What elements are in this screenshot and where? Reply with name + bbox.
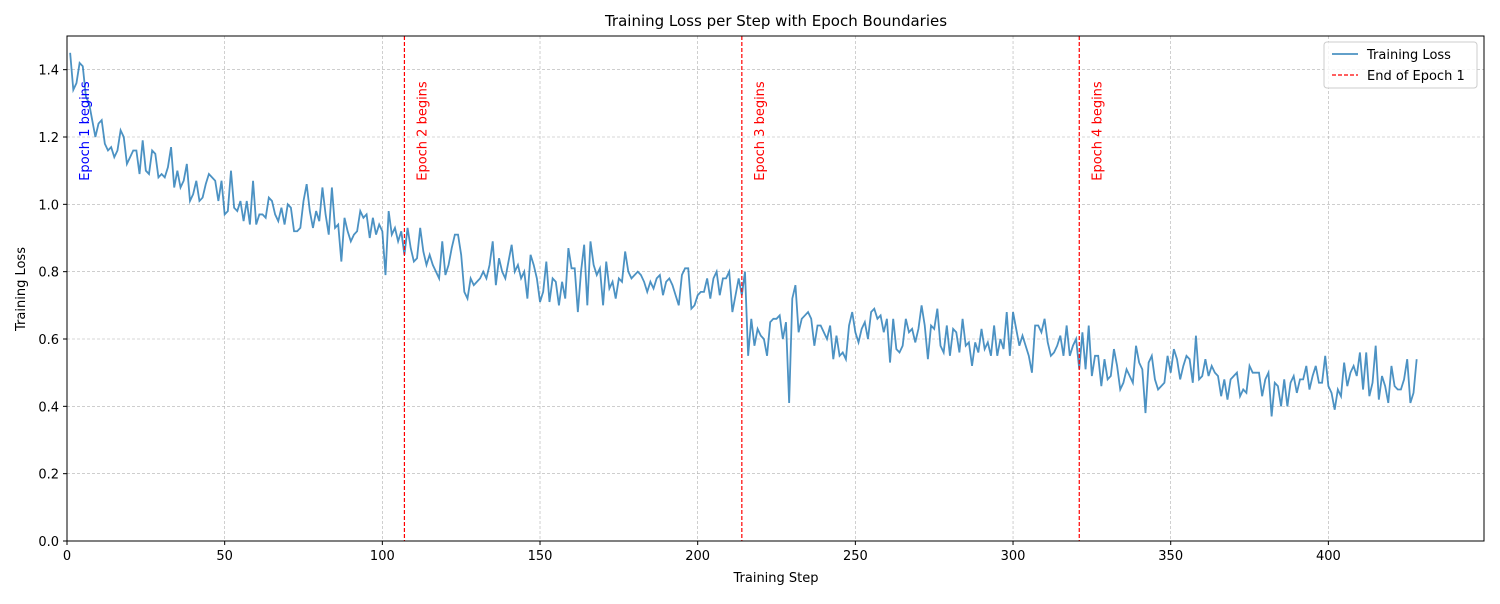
plot-frame — [66, 35, 1485, 542]
y-tick-label: 0.2 — [38, 468, 59, 483]
y-tick-label: 1.2 — [38, 131, 59, 146]
epoch-annotation: Epoch 3 begins — [753, 81, 768, 181]
epoch-annotation: Epoch 4 begins — [1090, 81, 1105, 181]
x-tick-label: 400 — [1316, 549, 1341, 564]
legend-box — [1323, 41, 1478, 89]
x-tick-label: 350 — [1158, 549, 1183, 564]
y-axis-label: Training Loss — [14, 247, 29, 332]
y-tick-label: 1.0 — [38, 198, 59, 213]
loss-line — [69, 52, 1418, 417]
y-tick-label: 0.8 — [38, 266, 59, 281]
epoch-annotation: Epoch 1 begins — [78, 81, 93, 181]
y-tick-label: 0.6 — [38, 333, 59, 348]
x-tick-label: 250 — [843, 549, 868, 564]
x-tick-label: 200 — [685, 549, 710, 564]
y-tick-label: 0.4 — [38, 400, 59, 415]
y-tick-label: 1.4 — [38, 64, 59, 79]
x-tick-label: 150 — [528, 549, 553, 564]
y-tick-label: 0.0 — [38, 535, 59, 550]
legend-label: Training Loss — [1366, 48, 1451, 63]
x-tick-label: 100 — [370, 549, 395, 564]
x-tick-label: 300 — [1001, 549, 1026, 564]
epoch-annotation: Epoch 2 begins — [415, 81, 430, 181]
legend-label: End of Epoch 1 — [1367, 69, 1465, 84]
chart-title: Training Loss per Step with Epoch Bounda… — [604, 12, 947, 30]
x-tick-label: 0 — [63, 549, 71, 564]
x-tick-label: 50 — [216, 549, 233, 564]
x-axis-label: Training Step — [732, 571, 818, 586]
